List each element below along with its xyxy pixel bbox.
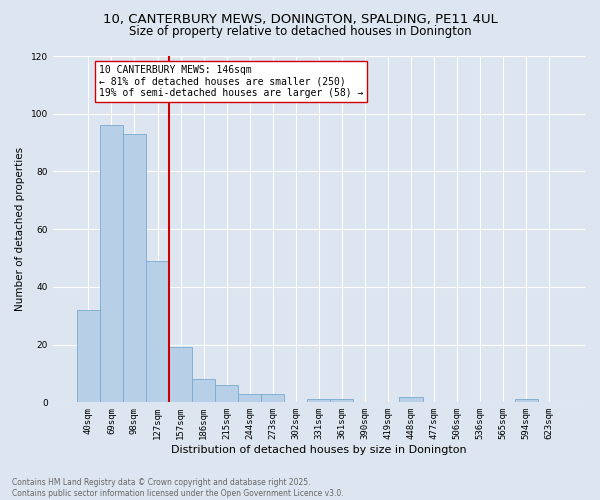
Bar (238, 394, 261, 402)
Bar (400, 396, 422, 402)
Text: Contains HM Land Registry data © Crown copyright and database right 2025.
Contai: Contains HM Land Registry data © Crown c… (12, 478, 344, 498)
Bar (192, 379, 215, 402)
Bar (100, 126, 123, 402)
Bar (77, 310, 100, 402)
Bar (515, 400, 538, 402)
X-axis label: Distribution of detached houses by size in Donington: Distribution of detached houses by size … (171, 445, 467, 455)
Bar (146, 261, 169, 402)
Text: 10, CANTERBURY MEWS, DONINGTON, SPALDING, PE11 4UL: 10, CANTERBURY MEWS, DONINGTON, SPALDING… (103, 12, 497, 26)
Bar (215, 385, 238, 402)
Y-axis label: Number of detached properties: Number of detached properties (15, 147, 25, 311)
Bar (123, 134, 146, 402)
Bar (261, 394, 284, 402)
Bar (331, 400, 353, 402)
Bar (307, 400, 331, 402)
Bar (169, 348, 192, 403)
Text: Size of property relative to detached houses in Donington: Size of property relative to detached ho… (128, 25, 472, 38)
Text: 10 CANTERBURY MEWS: 146sqm
← 81% of detached houses are smaller (250)
19% of sem: 10 CANTERBURY MEWS: 146sqm ← 81% of deta… (99, 64, 363, 98)
